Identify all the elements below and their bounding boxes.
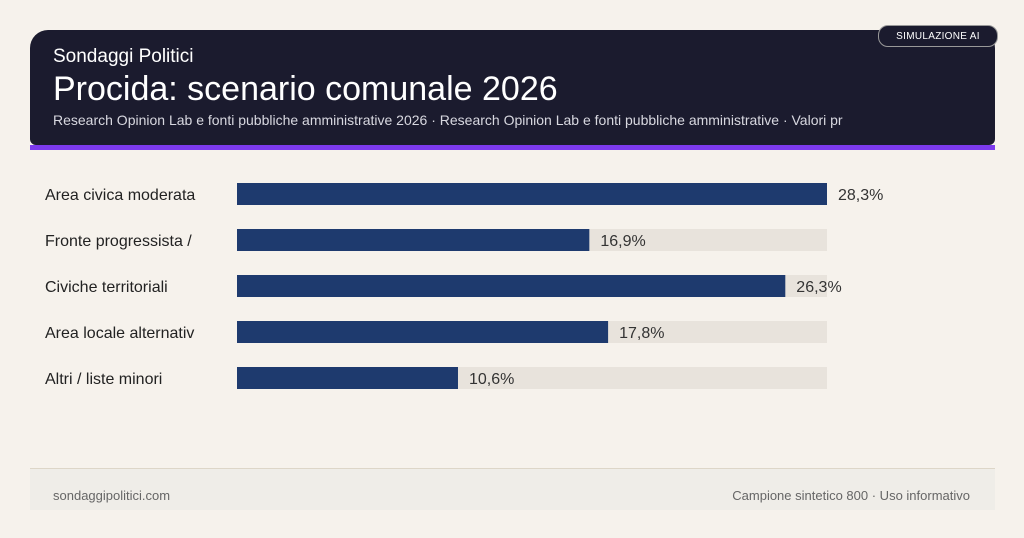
value-label: 28,3% xyxy=(838,187,883,204)
value-label: 10,6% xyxy=(469,371,514,388)
category-label: Civiche territoriali xyxy=(45,279,168,296)
bar xyxy=(237,367,458,389)
value-label: 26,3% xyxy=(796,279,841,296)
bar-chart: Area civica moderata 28,3% Fronte progress… xyxy=(45,183,883,389)
footer: sondaggipolitici.com Campione sintetico … xyxy=(30,468,995,510)
category-label: Area civica moderata xyxy=(45,187,195,204)
bar xyxy=(237,275,786,297)
category-label: Area locale alternativ xyxy=(45,325,194,342)
simulation-badge: SIMULAZIONE AI xyxy=(878,25,998,47)
value-label: 17,8% xyxy=(619,325,664,342)
page-subtitle: Research Opinion Lab e fonti pubbliche a… xyxy=(53,112,843,128)
bar xyxy=(237,321,609,343)
category-label: Altri / liste minori xyxy=(45,371,162,388)
accent-bar xyxy=(30,145,995,150)
header-banner: Sondaggi Politici Procida: scenario comu… xyxy=(30,30,995,145)
bar xyxy=(237,183,827,205)
value-label: 16,9% xyxy=(600,233,645,250)
category-label: Fronte progressista / xyxy=(45,233,192,250)
brand-name: Sondaggi Politici xyxy=(53,46,194,67)
footer-note: Campione sintetico 800 · Uso informativo xyxy=(732,488,970,503)
footer-site: sondaggipolitici.com xyxy=(53,488,171,503)
page-title: Procida: scenario comunale 2026 xyxy=(53,70,558,108)
bar xyxy=(237,229,590,251)
